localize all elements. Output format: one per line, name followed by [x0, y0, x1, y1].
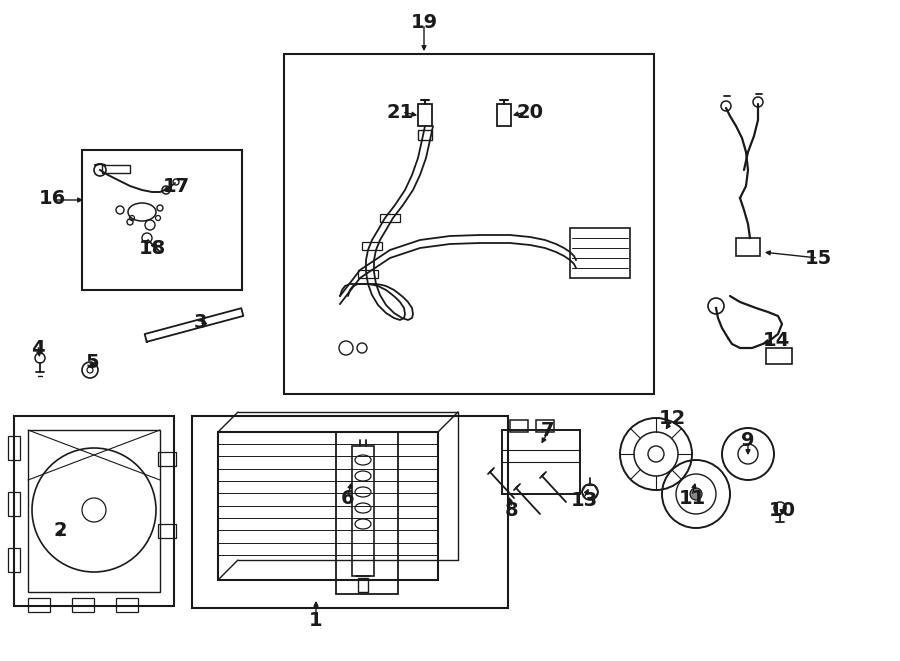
Text: 12: 12 — [659, 408, 686, 428]
Bar — [352, 446, 374, 576]
Bar — [8, 436, 20, 460]
Text: 11: 11 — [679, 488, 706, 508]
Bar — [502, 430, 580, 494]
Text: 9: 9 — [742, 430, 755, 449]
Bar — [497, 104, 511, 126]
Bar — [102, 165, 130, 173]
Text: 3: 3 — [194, 313, 207, 332]
Bar — [766, 348, 792, 364]
Bar — [570, 228, 630, 278]
Text: 2: 2 — [53, 520, 67, 539]
Bar — [218, 432, 438, 580]
Bar — [8, 548, 20, 572]
Bar — [362, 242, 382, 250]
Text: 13: 13 — [571, 490, 598, 510]
Bar — [14, 416, 174, 606]
Bar — [418, 130, 432, 140]
Bar — [418, 104, 432, 126]
Text: 17: 17 — [162, 176, 190, 196]
Text: 15: 15 — [805, 249, 832, 268]
Bar — [336, 432, 398, 594]
Text: 14: 14 — [762, 330, 789, 350]
Text: 1: 1 — [310, 611, 323, 629]
Bar — [28, 598, 50, 612]
Bar — [510, 420, 528, 432]
Text: 5: 5 — [86, 352, 99, 371]
Bar — [158, 452, 176, 466]
Bar — [82, 150, 242, 290]
Text: 10: 10 — [769, 500, 796, 520]
Text: 20: 20 — [517, 102, 544, 122]
Bar — [8, 492, 20, 516]
Bar — [28, 430, 160, 592]
Bar — [380, 214, 400, 222]
Bar — [536, 420, 554, 432]
Bar — [358, 270, 378, 278]
Bar — [158, 524, 176, 538]
Bar — [116, 598, 138, 612]
Text: 6: 6 — [341, 488, 355, 508]
Circle shape — [690, 488, 702, 500]
Text: 19: 19 — [410, 13, 437, 32]
Bar — [72, 598, 94, 612]
Bar — [358, 578, 368, 592]
Bar — [284, 54, 654, 394]
Text: 21: 21 — [386, 102, 414, 122]
Text: 16: 16 — [39, 188, 66, 208]
Bar — [192, 416, 508, 608]
Text: 8: 8 — [505, 500, 518, 520]
Text: 7: 7 — [541, 420, 554, 440]
Text: 4: 4 — [32, 338, 45, 358]
Bar — [736, 238, 760, 256]
Text: 18: 18 — [139, 239, 166, 258]
